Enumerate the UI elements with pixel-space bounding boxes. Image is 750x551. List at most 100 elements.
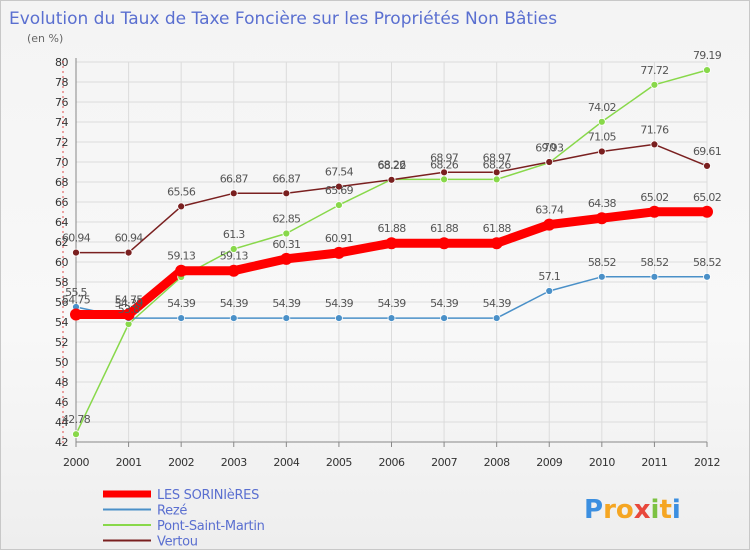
data-point xyxy=(229,245,238,253)
data-label: 70 xyxy=(543,141,556,154)
y-tick-label: 72 xyxy=(55,136,68,149)
data-point xyxy=(438,237,451,250)
data-label: 58.52 xyxy=(693,256,721,269)
data-point xyxy=(440,168,448,177)
data-label: 42.78 xyxy=(62,413,91,426)
logo-letter: i xyxy=(672,495,681,525)
data-point xyxy=(701,205,713,218)
y-tick-label: 58 xyxy=(55,276,68,289)
data-point xyxy=(650,272,659,281)
data-label: 54.39 xyxy=(167,297,196,310)
data-label: 57.1 xyxy=(538,270,560,283)
y-tick-label: 78 xyxy=(55,76,68,89)
data-point xyxy=(124,248,133,257)
logo-letter: i xyxy=(651,495,660,525)
x-tick-label: 2012 xyxy=(694,456,720,469)
x-tick-label: 2006 xyxy=(379,456,405,469)
y-tick-label: 74 xyxy=(55,116,68,129)
data-point xyxy=(70,308,82,321)
data-point xyxy=(335,201,343,210)
data-label: 68.97 xyxy=(430,151,459,164)
x-tick-label: 2010 xyxy=(589,456,615,469)
x-tick-label: 2009 xyxy=(536,456,562,469)
data-label: 60.31 xyxy=(272,238,300,251)
data-labels: 60.94 60.94 65.56 66.87 66.87 67.54 68.22 68.97… xyxy=(62,49,722,426)
proxiti-logo: Proxiti xyxy=(584,495,681,525)
data-label: 65.02 xyxy=(693,191,721,204)
x-tick-label: 2000 xyxy=(63,456,89,469)
data-point xyxy=(492,314,501,323)
data-label: 67.54 xyxy=(325,166,354,179)
data-point xyxy=(648,205,661,218)
y-tick-label: 60 xyxy=(55,256,68,269)
y-tick-label: 56 xyxy=(55,296,68,309)
y-tick-label: 42 xyxy=(55,436,68,449)
data-label: 58.52 xyxy=(640,256,668,269)
data-label: 71.05 xyxy=(588,131,617,144)
y-tick-label: 44 xyxy=(55,416,68,429)
data-label: 54.75 xyxy=(62,294,91,307)
y-tick-label: 46 xyxy=(55,396,68,409)
data-point xyxy=(543,218,556,231)
x-tick-label: 2007 xyxy=(431,456,457,469)
data-point xyxy=(282,189,291,198)
data-label: 60.94 xyxy=(115,232,144,245)
data-label: 77.72 xyxy=(640,64,668,77)
data-label: 68.97 xyxy=(483,151,512,164)
x-tick-label: 2011 xyxy=(641,456,667,469)
x-tick-label: 2008 xyxy=(484,456,510,469)
data-label: 64.38 xyxy=(588,197,617,210)
data-label: 65.56 xyxy=(167,185,196,198)
data-label: 53.8 xyxy=(118,303,140,316)
data-point xyxy=(177,314,186,323)
chart-title: Evolution du Taux de Taxe Foncière sur l… xyxy=(9,9,557,29)
data-point xyxy=(335,314,343,323)
data-label: 66.87 xyxy=(272,172,301,185)
data-point xyxy=(490,237,503,250)
data-point xyxy=(282,229,291,238)
data-point xyxy=(703,272,711,281)
data-point xyxy=(175,264,188,277)
data-label: 54.39 xyxy=(272,297,301,310)
legend-label: Pont-Saint-Martin xyxy=(157,519,265,534)
data-point xyxy=(440,175,448,184)
data-point xyxy=(545,287,554,295)
y-tick-label: 64 xyxy=(55,216,68,229)
logo-letter: x xyxy=(634,495,651,525)
data-point xyxy=(280,252,293,265)
data-label: 54.39 xyxy=(378,297,407,310)
data-point xyxy=(177,202,186,211)
legend-label: Vertou xyxy=(157,535,198,550)
data-point xyxy=(335,182,343,191)
logo-letter: o xyxy=(616,495,634,525)
data-label: 71.76 xyxy=(640,123,669,136)
logo-letter: r xyxy=(603,495,616,525)
x-tick-label: 2005 xyxy=(326,456,352,469)
data-point xyxy=(229,314,238,323)
data-label: 61.88 xyxy=(483,222,512,235)
data-label: 79.19 xyxy=(693,49,722,62)
data-label: 59.13 xyxy=(167,250,196,263)
data-label: 61.88 xyxy=(378,222,407,235)
data-point xyxy=(387,175,396,184)
data-point xyxy=(387,314,396,323)
y-tick-label: 66 xyxy=(55,196,68,209)
data-point xyxy=(595,212,608,225)
data-label: 61.3 xyxy=(223,228,245,241)
data-label: 68.26 xyxy=(378,158,407,171)
data-point xyxy=(440,314,448,323)
data-point xyxy=(597,117,606,126)
data-point xyxy=(122,308,135,321)
data-label: 68.26 xyxy=(483,158,512,171)
data-label: 54.39 xyxy=(325,297,354,310)
y-tick-label: 70 xyxy=(55,156,68,169)
data-point xyxy=(650,80,659,89)
data-point xyxy=(332,246,345,259)
y-tick-label: 68 xyxy=(55,176,68,189)
data-point xyxy=(650,140,659,149)
data-label: 54.39 xyxy=(115,297,144,310)
data-label: 54.75 xyxy=(115,294,144,307)
y-tick-label: 80 xyxy=(55,56,68,69)
data-point xyxy=(282,314,291,323)
